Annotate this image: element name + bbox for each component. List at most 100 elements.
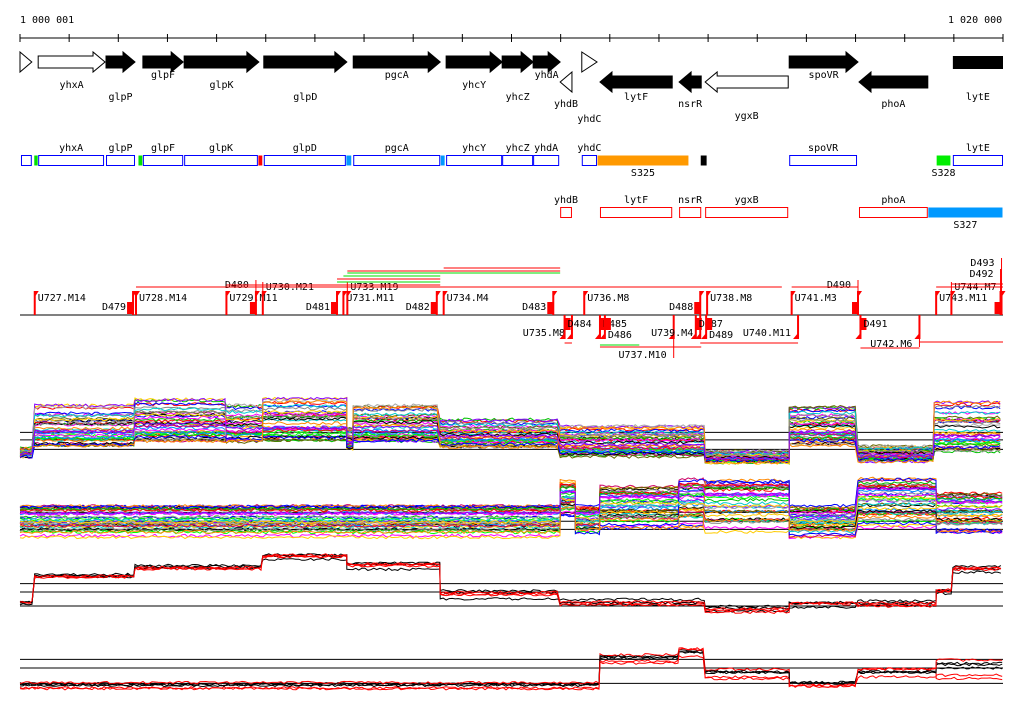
feature-marker[interactable]: [34, 155, 38, 166]
breakpoint-U728.M14[interactable]: U728.M14: [134, 291, 187, 315]
gene-label: yhcZ: [506, 92, 530, 103]
feature-lytE[interactable]: lytE: [952, 143, 1004, 166]
gene-lytF[interactable]: lytF: [599, 70, 673, 103]
feature-marker[interactable]: [346, 155, 352, 166]
breakpoint-D491[interactable]: D491: [855, 315, 888, 339]
feature-marker[interactable]: [258, 155, 263, 166]
feature-yhcY[interactable]: yhcY: [446, 143, 503, 166]
gene-yhdB[interactable]: yhdB: [554, 70, 578, 110]
feature-yhxA[interactable]: yhxA: [38, 143, 105, 166]
feature-box: [440, 155, 445, 166]
breakpoint-flag: [337, 291, 342, 297]
gene-label: lytE: [966, 92, 990, 103]
feature-S325[interactable]: S325: [597, 155, 689, 180]
gene-pgcA[interactable]: pgcA: [352, 50, 442, 81]
expression-profile-line: [19, 481, 1003, 540]
feature-glpK[interactable]: glpK: [184, 143, 258, 166]
breakpoint-U737.M10[interactable]: U737.M10: [619, 315, 675, 361]
breakpoint-block: [604, 318, 611, 330]
gene-phoA[interactable]: phoA: [858, 70, 929, 110]
gene-ygxB[interactable]: ygxB: [704, 70, 789, 122]
breakpoint-D493[interactable]: D493: [970, 258, 1006, 315]
breakpoint-D482[interactable]: D482: [406, 291, 441, 315]
feature-phoA[interactable]: phoA: [858, 195, 928, 218]
feature-marker[interactable]: [20, 155, 32, 166]
breakpoint-flag: [553, 291, 558, 297]
breakpoint-D490[interactable]: D490: [827, 280, 863, 315]
feature-marker[interactable]: [138, 155, 143, 166]
gene-label: glpP: [108, 92, 132, 103]
feature-glpP[interactable]: glpP: [106, 143, 136, 166]
feature-label: yhxA: [59, 143, 83, 154]
feature-pgcA[interactable]: pgcA: [353, 143, 441, 166]
breakpoint-U735.M8[interactable]: U735.M8: [523, 315, 573, 339]
feature-marker[interactable]: [700, 155, 707, 166]
breakpoint-U738.M8[interactable]: U738.M8: [706, 291, 752, 315]
breakpoint-block: [695, 318, 702, 330]
breakpoint-D488[interactable]: D488: [669, 291, 705, 315]
feature-yhcZ[interactable]: yhcZ: [502, 143, 534, 166]
feature-glpD[interactable]: glpD: [263, 143, 346, 166]
feature-marker[interactable]: [440, 155, 445, 166]
gene-yhxA[interactable]: yhxA: [37, 50, 106, 91]
gene-yhdA[interactable]: yhdA: [532, 50, 561, 81]
breakpoint-U727.M14[interactable]: U727.M14: [33, 291, 86, 315]
gene-arrow-shape: [19, 50, 33, 74]
feature-label: S328: [931, 168, 955, 179]
feature-lytF[interactable]: lytF: [599, 195, 673, 218]
expression-track-2: [19, 476, 1003, 540]
breakpoint-U741.M3[interactable]: U741.M3: [790, 291, 837, 315]
breakpoint-D484[interactable]: D484: [559, 315, 592, 339]
feature-S327[interactable]: S327: [928, 207, 1003, 232]
breakpoint-U742.M6[interactable]: U742.M6: [870, 315, 921, 350]
breakpoint-D481[interactable]: D481: [306, 291, 342, 315]
breakpoint-flag: [951, 291, 956, 297]
feature-label: yhcY: [462, 143, 486, 154]
breakpoint-label: U742.M6: [870, 339, 912, 350]
gene-glpF[interactable]: glpF: [142, 50, 184, 81]
gene-bar-shape: [952, 56, 1003, 69]
gene-nsrR[interactable]: nsrR: [678, 70, 703, 110]
breakpoint-flag: [668, 333, 674, 339]
gene-unnamed[interactable]: [19, 50, 33, 74]
expression-profile-line: [19, 435, 1001, 464]
breakpoint-D489[interactable]: D489: [701, 315, 733, 341]
breakpoint-block: [694, 302, 701, 314]
gene-arrow-shape: [788, 50, 859, 74]
gene-glpD[interactable]: glpD: [263, 50, 348, 103]
feature-S328[interactable]: S328: [931, 155, 956, 180]
expression-profile-line: [19, 409, 1001, 458]
breakpoint-U731.M11[interactable]: U731.M11: [342, 291, 395, 315]
breakpoint-U743.M11[interactable]: U743.M11: [935, 291, 987, 315]
feature-nsrR[interactable]: nsrR: [678, 195, 703, 218]
breakpoint-U736.M8[interactable]: U736.M8: [583, 291, 629, 315]
breakpoint-U740.M11[interactable]: U740.M11: [743, 315, 800, 339]
feature-ygxB[interactable]: ygxB: [705, 195, 789, 218]
breakpoint-D483[interactable]: D483: [522, 291, 558, 315]
feature-yhdA[interactable]: yhdA: [533, 143, 560, 166]
breakpoint-D479[interactable]: D479: [102, 291, 138, 315]
breakpoint-U729.M11[interactable]: U729.M11: [225, 291, 278, 315]
breakpoint-D486[interactable]: D486: [599, 315, 632, 341]
expression-profile-line: [19, 557, 1002, 609]
breakpoint-U734.M4[interactable]: U734.M4: [442, 291, 489, 315]
gene-glpP[interactable]: glpP: [105, 50, 136, 103]
breakpoint-U739.M4[interactable]: U739.M4: [651, 315, 702, 339]
expression-profile-line: [19, 410, 1001, 456]
gene-arrow-shape: [142, 50, 184, 74]
gene-yhdC[interactable]: yhdC: [577, 51, 601, 125]
breakpoint-block: [706, 318, 713, 330]
feature-yhdC[interactable]: yhdC: [577, 143, 601, 166]
gene-glpK[interactable]: glpK: [183, 50, 260, 91]
gene-lytE[interactable]: lytE: [952, 56, 1003, 103]
feature-glpF[interactable]: glpF: [142, 143, 184, 166]
gene-spoVR[interactable]: spoVR: [788, 50, 859, 81]
breakpoint-label: D493: [970, 258, 994, 269]
feature-spoVR[interactable]: spoVR: [789, 143, 858, 166]
gene-yhcZ[interactable]: yhcZ: [501, 50, 534, 103]
gene-yhcY[interactable]: yhcY: [445, 50, 503, 91]
breakpoint-D485[interactable]: D485: [594, 315, 627, 339]
feature-yhdB[interactable]: yhdB: [554, 195, 578, 218]
coordinate-ruler: 1 000 001 1 020 000: [19, 15, 1004, 42]
